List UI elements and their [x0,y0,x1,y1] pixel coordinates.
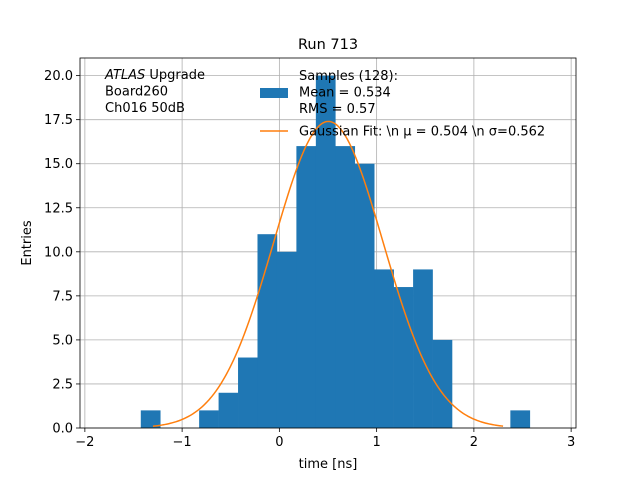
x-tick-label: 3 [567,435,575,450]
legend-samples-text: RMS = 0.57 [299,102,376,117]
histogram-bar [432,339,453,428]
y-tick-label: 12.5 [44,201,73,216]
histogram-bar [315,75,336,428]
y-tick-label: 17.5 [44,113,73,128]
histogram-bar [257,234,278,428]
histogram-bar [413,269,433,428]
chart-title: Run 713 [298,37,358,53]
y-axis-ticks: 0.0 2.5 5.0 7.5 10.0 12.5 15.0 17.5 20.0 [44,69,80,437]
histogram-bar [276,251,297,428]
x-tick-label: 2 [470,435,478,450]
annotation-line: Ch016 50dB [105,101,185,116]
x-tick-label: −1 [173,435,192,450]
y-tick-label: 15.0 [44,157,73,172]
atlas-annotation: ATLAS Upgrade Board260 Ch016 50dB [104,68,205,116]
y-tick-label: 10.0 [44,245,73,260]
legend: Samples (128): Mean = 0.534 RMS = 0.57 Ga… [260,69,545,140]
legend-fit-text: Gaussian Fit: \n μ = 0.504 \n σ=0.562 [299,125,545,140]
histogram-bars [140,75,531,428]
x-axis-label: time [ns] [299,457,358,472]
y-tick-label: 2.5 [52,377,73,392]
histogram-bar [199,410,219,428]
gaussian-fit-line [152,120,504,427]
histogram-bar [354,163,375,428]
legend-samples-swatch [260,88,288,98]
plot-frame [79,57,577,429]
x-tick-label: −2 [75,435,94,450]
annotation-line: Board260 [105,85,168,100]
histogram-bar [218,392,239,428]
y-tick-label: 7.5 [52,289,73,304]
y-tick-label: 0.0 [52,422,73,437]
legend-samples-text: Samples (128): [299,69,398,84]
histogram-bar [140,410,161,428]
x-tick-label: 0 [275,435,283,450]
gaussian-fit [152,120,504,427]
histogram-bar [296,146,317,428]
histogram-bar [510,410,531,428]
y-axis-label: Entries [20,220,35,266]
x-tick-label: 1 [372,435,380,450]
histogram-bar [335,146,356,428]
histogram-bar [238,357,258,428]
y-tick-label: 20.0 [44,69,73,84]
annotation-line: ATLAS Upgrade [104,68,205,83]
legend-samples-text: Mean = 0.534 [299,86,391,101]
y-tick-label: 5.0 [52,333,73,348]
histogram-bar [374,269,394,428]
x-axis-ticks: −2 −1 0 1 2 3 [75,428,575,450]
